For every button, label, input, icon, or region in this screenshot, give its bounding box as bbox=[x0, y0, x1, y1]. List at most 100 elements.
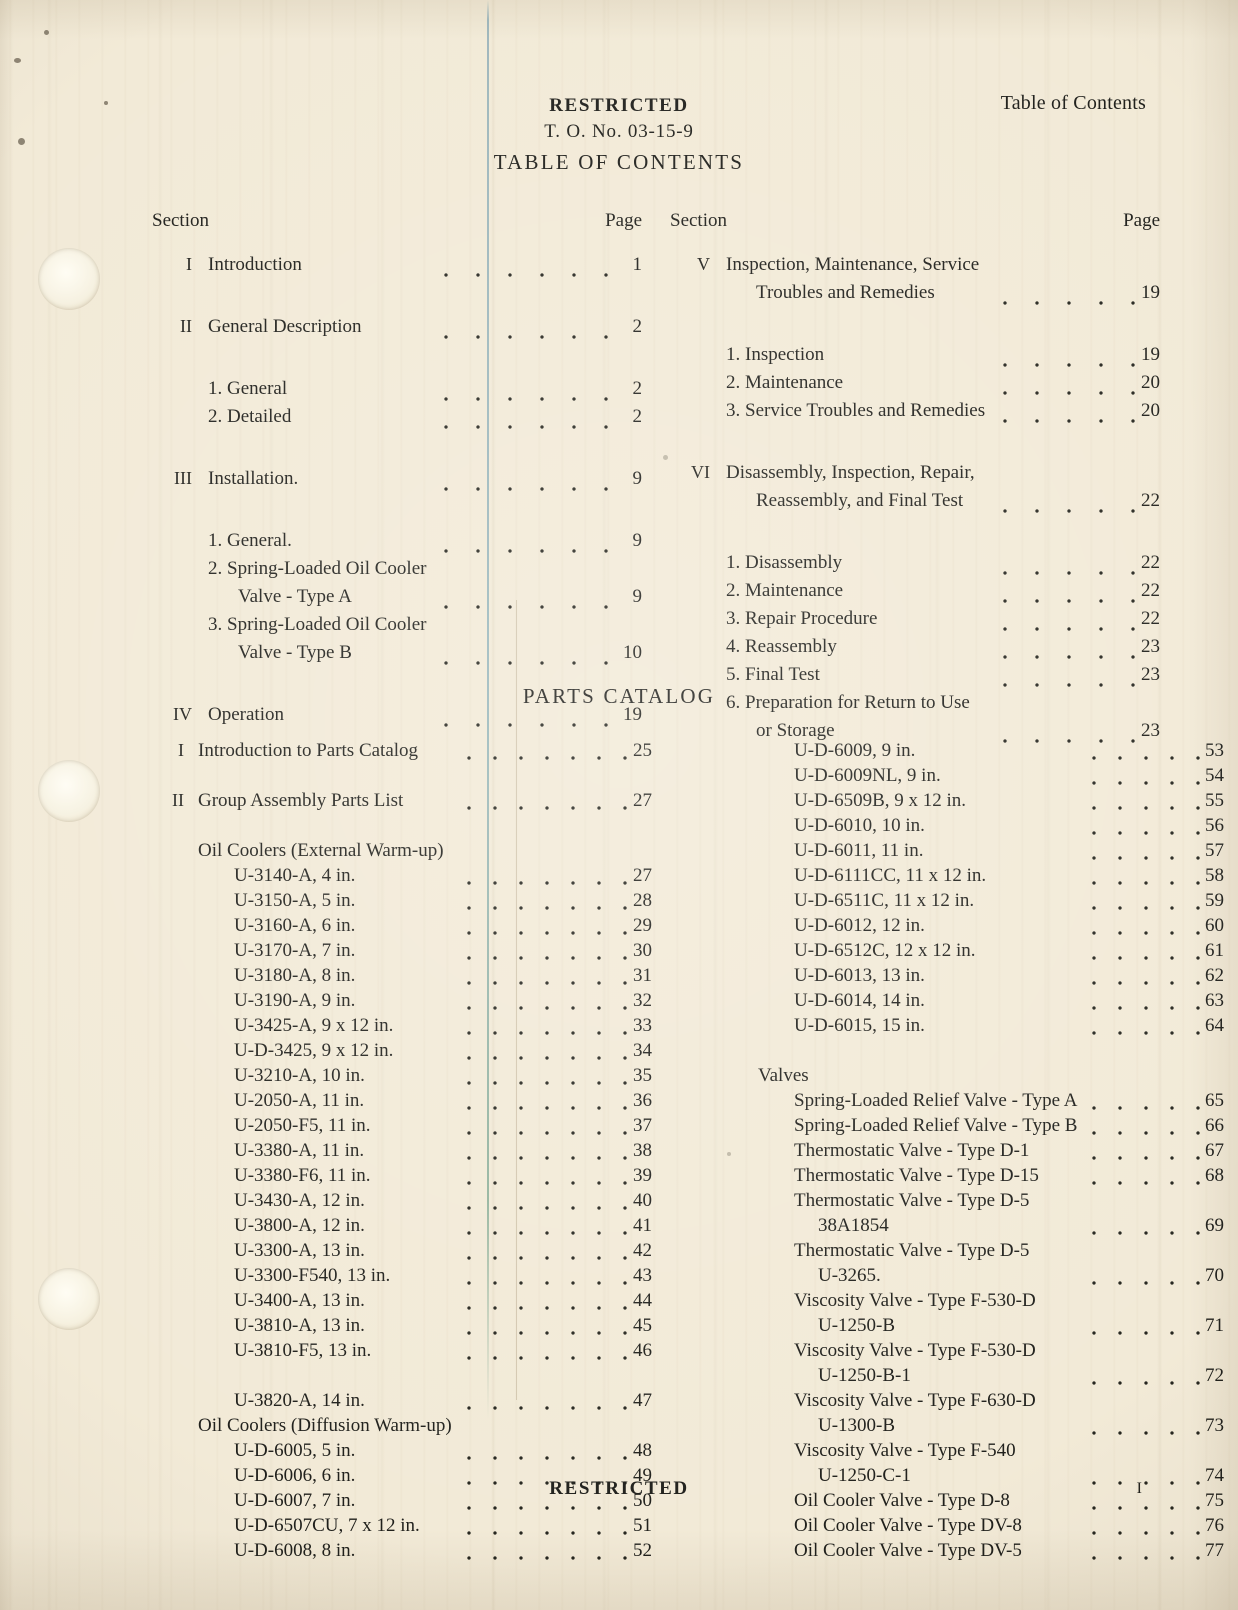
parts-entry[interactable]: Viscosity Valve - Type F-540 bbox=[744, 1440, 1224, 1465]
parts-entry[interactable]: Spring-Loaded Relief Valve - Type B 66 bbox=[744, 1115, 1224, 1140]
parts-entry[interactable]: U-D-6512C, 12 x 12 in. 61 bbox=[744, 940, 1224, 965]
parts-entry[interactable]: U-D-6011, 11 in. 57 bbox=[744, 840, 1224, 865]
parts-leader-dots bbox=[452, 790, 633, 815]
toc-entry[interactable]: 6. Preparation for Return to Use bbox=[670, 692, 1160, 720]
toc-entry[interactable]: V Inspection, Maintenance, Service bbox=[670, 254, 1160, 282]
parts-entry-page: 56 bbox=[1205, 815, 1224, 836]
parts-entry[interactable]: U-D-6014, 14 in. 63 bbox=[744, 990, 1224, 1015]
parts-entry[interactable]: Spring-Loaded Relief Valve - Type A 65 bbox=[744, 1090, 1224, 1115]
parts-entry[interactable]: U-D-3425, 9 x 12 in. 34 bbox=[172, 1040, 652, 1065]
parts-entry[interactable]: U-D-6012, 12 in. 60 bbox=[744, 915, 1224, 940]
parts-entry[interactable]: Thermostatic Valve - Type D-5 bbox=[744, 1240, 1224, 1265]
toc-entry[interactable]: 1. Disassembly 22 bbox=[670, 552, 1160, 580]
parts-entry[interactable]: U-3190-A, 9 in. 32 bbox=[172, 990, 652, 1015]
parts-entry[interactable]: U-D-6005, 5 in. 48 bbox=[172, 1440, 652, 1465]
parts-entry[interactable]: U-D-6511C, 11 x 12 in. 59 bbox=[744, 890, 1224, 915]
parts-entry[interactable]: Viscosity Valve - Type F-630-D bbox=[744, 1390, 1224, 1415]
toc-entry[interactable]: I Introduction 1 bbox=[152, 254, 642, 282]
parts-entry[interactable]: U-3430-A, 12 in. 40 bbox=[172, 1190, 652, 1215]
toc-entry[interactable]: or Storage 23 bbox=[670, 720, 1160, 748]
parts-entry[interactable]: U-1250-B-1 72 bbox=[744, 1365, 1224, 1390]
parts-entry[interactable]: U-D-6015, 15 in. 64 bbox=[744, 1015, 1224, 1040]
parts-entry[interactable]: U-3425-A, 9 x 12 in. 33 bbox=[172, 1015, 652, 1040]
parts-entry[interactable]: Thermostatic Valve - Type D-1 67 bbox=[744, 1140, 1224, 1165]
parts-entry[interactable]: U-1250-B 71 bbox=[744, 1315, 1224, 1340]
toc-entry[interactable]: 2. Maintenance 20 bbox=[670, 372, 1160, 400]
toc-entry[interactable]: VI Disassembly, Inspection, Repair, bbox=[670, 462, 1160, 490]
parts-entry[interactable]: U-1300-B 73 bbox=[744, 1415, 1224, 1440]
parts-entry[interactable]: Oil Coolers (External Warm-up) bbox=[172, 840, 652, 865]
parts-entry[interactable]: U-D-6007, 7 in. 50 bbox=[172, 1490, 652, 1515]
parts-entry[interactable]: U-2050-F5, 11 in. 37 bbox=[172, 1115, 652, 1140]
toc-entry[interactable]: 1. General. 9 bbox=[152, 530, 642, 558]
parts-entry[interactable]: Valves bbox=[744, 1065, 1224, 1090]
parts-entry[interactable]: Thermostatic Valve - Type D-15 68 bbox=[744, 1165, 1224, 1190]
parts-entry[interactable]: U-3300-A, 13 in. 42 bbox=[172, 1240, 652, 1265]
parts-entry[interactable]: 38A1854 69 bbox=[744, 1215, 1224, 1240]
toc-entry[interactable]: 1. Inspection 19 bbox=[670, 344, 1160, 372]
toc-entry[interactable]: Troubles and Remedies 19 bbox=[670, 282, 1160, 310]
toc-entry[interactable]: 2. Maintenance 22 bbox=[670, 580, 1160, 608]
toc-entry[interactable]: III Installation. 9 bbox=[152, 468, 642, 496]
toc-entry[interactable]: II General Description 2 bbox=[152, 316, 642, 344]
parts-entry[interactable]: U-3210-A, 10 in. 35 bbox=[172, 1065, 652, 1090]
toc-entry[interactable]: 5. Final Test 23 bbox=[670, 664, 1160, 692]
toc-entry[interactable]: 3. Spring-Loaded Oil Cooler bbox=[152, 614, 642, 642]
parts-entry[interactable]: U-D-6010, 10 in. 56 bbox=[744, 815, 1224, 840]
parts-entry[interactable]: U-D-6507CU, 7 x 12 in. 51 bbox=[172, 1515, 652, 1540]
parts-leader-dots bbox=[1077, 1415, 1205, 1440]
toc-entry[interactable]: IV Operation 19 bbox=[152, 704, 642, 732]
parts-entry[interactable]: U-3820-A, 14 in. 47 bbox=[172, 1390, 652, 1415]
parts-entry[interactable]: U-D-6009NL, 9 in. 54 bbox=[744, 765, 1224, 790]
toc-entry[interactable]: Reassembly, and Final Test 22 bbox=[670, 490, 1160, 518]
parts-entry[interactable]: U-3380-A, 11 in. 38 bbox=[172, 1140, 652, 1165]
toc-entry[interactable]: Valve - Type B 10 bbox=[152, 642, 642, 670]
parts-entry[interactable]: U-3160-A, 6 in. 29 bbox=[172, 915, 652, 940]
parts-entry[interactable]: U-3140-A, 4 in. 27 bbox=[172, 865, 652, 890]
parts-entry[interactable]: U-3810-A, 13 in. 45 bbox=[172, 1315, 652, 1340]
parts-entry[interactable]: U-3150-A, 5 in. 28 bbox=[172, 890, 652, 915]
parts-entry[interactable]: U-D-6006, 6 in. 49 bbox=[172, 1465, 652, 1490]
parts-entry[interactable]: I Introduction to Parts Catalog 25 bbox=[172, 740, 652, 765]
toc-entry[interactable]: Valve - Type A 9 bbox=[152, 586, 642, 614]
parts-leader-dots bbox=[452, 1465, 633, 1490]
parts-entry-numeral bbox=[172, 1040, 198, 1065]
parts-entry[interactable]: U-3300-F540, 13 in. 43 bbox=[172, 1265, 652, 1290]
toc-entry[interactable]: 4. Reassembly 23 bbox=[670, 636, 1160, 664]
parts-entry[interactable]: Thermostatic Valve - Type D-5 bbox=[744, 1190, 1224, 1215]
header-block: RESTRICTED T. O. No. 03-15-9 bbox=[0, 95, 1238, 143]
parts-entry[interactable]: U-3400-A, 13 in. 44 bbox=[172, 1290, 652, 1315]
parts-entry[interactable]: II Group Assembly Parts List 27 bbox=[172, 790, 652, 815]
parts-entry[interactable]: U-2050-A, 11 in. 36 bbox=[172, 1090, 652, 1115]
parts-leader-dots bbox=[452, 1490, 633, 1515]
parts-entry[interactable]: Oil Coolers (Diffusion Warm-up) bbox=[172, 1415, 652, 1440]
parts-entry[interactable]: U-D-6509B, 9 x 12 in. 55 bbox=[744, 790, 1224, 815]
parts-entry[interactable]: U-3265. 70 bbox=[744, 1265, 1224, 1290]
parts-entry[interactable]: U-1250-C-1 74 bbox=[744, 1465, 1224, 1490]
toc-entry[interactable]: 3. Repair Procedure 22 bbox=[670, 608, 1160, 636]
parts-entry[interactable]: U-D-6111CC, 11 x 12 in. 58 bbox=[744, 865, 1224, 890]
parts-entry[interactable]: U-D-6009, 9 in. 53 bbox=[744, 740, 1224, 765]
parts-entry[interactable]: Oil Cooler Valve - Type D-8 75 bbox=[744, 1490, 1224, 1515]
toc-entry[interactable]: 2. Detailed 2 bbox=[152, 406, 642, 434]
toc-entry-title: 3. Repair Procedure bbox=[726, 608, 878, 629]
parts-entry[interactable]: U-3180-A, 8 in. 31 bbox=[172, 965, 652, 990]
parts-entry-page: 71 bbox=[1205, 1315, 1224, 1336]
parts-entry[interactable]: U-3800-A, 12 in. 41 bbox=[172, 1215, 652, 1240]
parts-entry-page: 64 bbox=[1205, 1015, 1224, 1036]
parts-entry[interactable]: U-3810-F5, 13 in. 46 bbox=[172, 1340, 652, 1365]
parts-entry[interactable]: U-3170-A, 7 in. 30 bbox=[172, 940, 652, 965]
parts-entry[interactable]: Viscosity Valve - Type F-530-D bbox=[744, 1340, 1224, 1365]
parts-entry-title: U-1250-C-1 bbox=[818, 1465, 911, 1486]
toc-entry[interactable]: 3. Service Troubles and Remedies 20 bbox=[670, 400, 1160, 428]
toc-entry[interactable]: 1. General 2 bbox=[152, 378, 642, 406]
parts-entry[interactable]: U-3380-F6, 11 in. 39 bbox=[172, 1165, 652, 1190]
toc-entry[interactable]: 2. Spring-Loaded Oil Cooler bbox=[152, 558, 642, 586]
toc-entry-numeral bbox=[152, 614, 208, 642]
parts-entry[interactable]: U-D-6013, 13 in. 62 bbox=[744, 965, 1224, 990]
parts-entry[interactable]: Oil Cooler Valve - Type DV-5 77 bbox=[744, 1540, 1224, 1565]
parts-entry[interactable]: Viscosity Valve - Type F-530-D bbox=[744, 1290, 1224, 1315]
parts-entry[interactable]: Oil Cooler Valve - Type DV-8 76 bbox=[744, 1515, 1224, 1540]
parts-entry[interactable]: U-D-6008, 8 in. 52 bbox=[172, 1540, 652, 1565]
parts-entry-numeral bbox=[172, 1315, 198, 1340]
